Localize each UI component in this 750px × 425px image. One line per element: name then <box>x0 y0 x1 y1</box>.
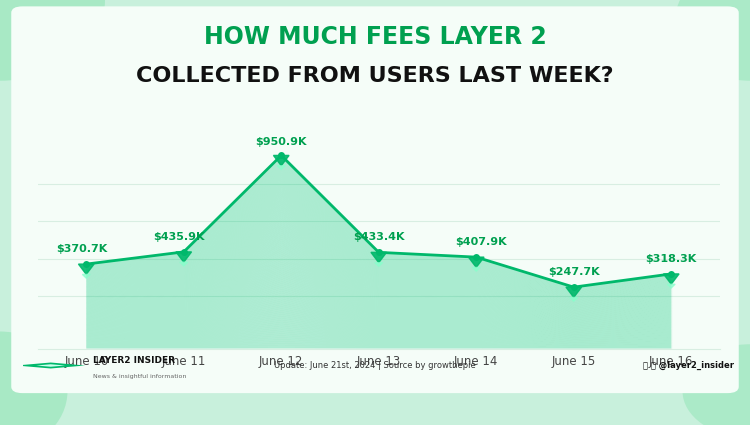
Ellipse shape <box>682 344 750 425</box>
Point <box>275 152 287 159</box>
Text: LAYER2 INSIDER: LAYER2 INSIDER <box>93 356 175 365</box>
Text: $247.7K: $247.7K <box>548 267 599 277</box>
Text: $318.3K: $318.3K <box>646 254 697 264</box>
Polygon shape <box>36 364 65 367</box>
Point <box>470 254 482 261</box>
Polygon shape <box>375 263 382 266</box>
Text: HOW MUCH FEES LAYER 2: HOW MUCH FEES LAYER 2 <box>203 26 546 49</box>
Text: $950.9K: $950.9K <box>256 137 307 147</box>
Point <box>568 284 580 291</box>
Polygon shape <box>668 284 675 288</box>
Polygon shape <box>278 166 285 170</box>
Text: News & insightful information: News & insightful information <box>93 374 186 379</box>
Text: COLLECTED FROM USERS LAST WEEK?: COLLECTED FROM USERS LAST WEEK? <box>136 66 614 86</box>
Polygon shape <box>371 252 386 263</box>
Text: $435.9K: $435.9K <box>153 232 205 241</box>
Polygon shape <box>469 257 484 267</box>
Polygon shape <box>566 287 581 298</box>
Polygon shape <box>274 156 289 166</box>
Text: $433.4K: $433.4K <box>353 232 404 242</box>
Ellipse shape <box>675 0 750 81</box>
Polygon shape <box>16 363 86 368</box>
Polygon shape <box>472 267 480 271</box>
Polygon shape <box>180 262 188 266</box>
Polygon shape <box>79 264 94 275</box>
Polygon shape <box>664 274 679 284</box>
Point <box>80 261 92 267</box>
Text: 🔵 🐦 @layer2_insider: 🔵 🐦 @layer2_insider <box>643 361 734 370</box>
Point <box>373 249 385 256</box>
Polygon shape <box>570 298 578 301</box>
Polygon shape <box>86 156 671 348</box>
Polygon shape <box>176 252 191 262</box>
Point <box>665 270 677 277</box>
Text: Update: June 21st, 2024 | Source by growthepie: Update: June 21st, 2024 | Source by grow… <box>274 361 476 370</box>
Ellipse shape <box>0 0 105 81</box>
Text: $407.9K: $407.9K <box>455 237 507 247</box>
Point <box>178 249 190 255</box>
Polygon shape <box>82 275 90 278</box>
Text: $370.7K: $370.7K <box>56 244 107 254</box>
Ellipse shape <box>0 332 68 425</box>
